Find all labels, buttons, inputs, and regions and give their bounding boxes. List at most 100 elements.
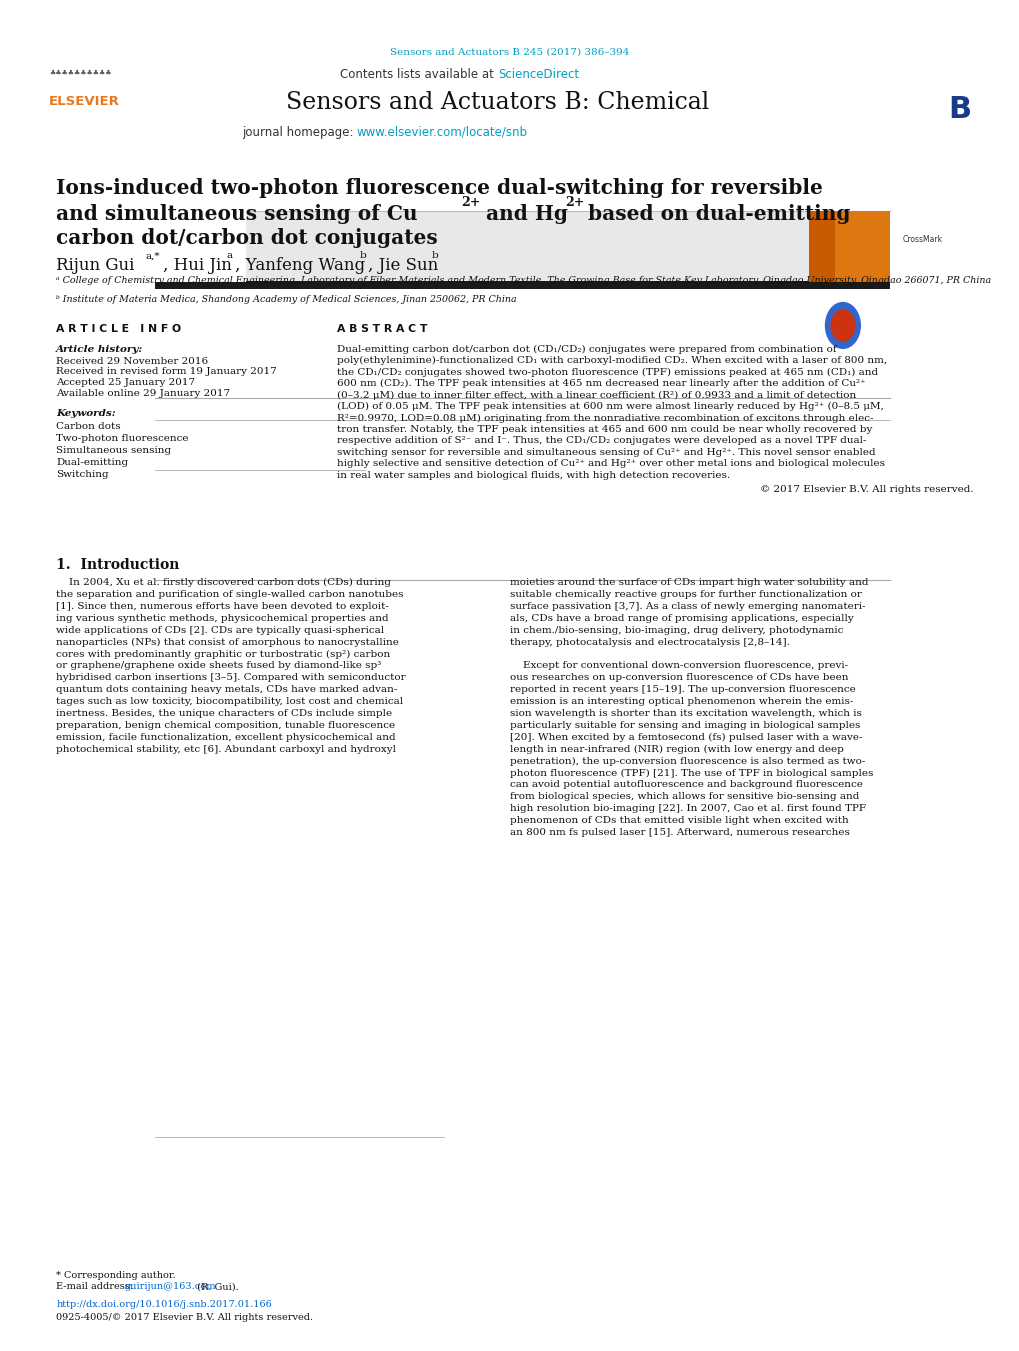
Text: Simultaneous sensing: Simultaneous sensing <box>56 446 171 455</box>
Text: * Corresponding author.: * Corresponding author. <box>56 1271 175 1281</box>
Text: A R T I C L E   I N F O: A R T I C L E I N F O <box>56 324 181 334</box>
Text: photochemical stability, etc [6]. Abundant carboxyl and hydroxyl: photochemical stability, etc [6]. Abunda… <box>56 744 395 754</box>
Text: an 800 nm fs pulsed laser [15]. Afterward, numerous researches: an 800 nm fs pulsed laser [15]. Afterwar… <box>510 828 849 836</box>
Text: highly selective and sensitive detection of Cu²⁺ and Hg²⁺ over other metal ions : highly selective and sensitive detection… <box>336 459 883 469</box>
Text: 2+: 2+ <box>461 196 480 209</box>
Text: ing various synthetic methods, physicochemical properties and: ing various synthetic methods, physicoch… <box>56 613 388 623</box>
Text: wide applications of CDs [2]. CDs are typically quasi-spherical: wide applications of CDs [2]. CDs are ty… <box>56 626 384 635</box>
Text: b: b <box>360 251 367 261</box>
Text: poly(ethylenimine)-functionalized CD₁ with carboxyl-modified CD₂. When excited w: poly(ethylenimine)-functionalized CD₁ wi… <box>336 355 886 365</box>
Text: cores with predominantly graphitic or turbostratic (sp²) carbon: cores with predominantly graphitic or tu… <box>56 650 390 659</box>
Text: in real water samples and biological fluids, with high detection recoveries.: in real water samples and biological flu… <box>336 470 729 480</box>
Text: emission, facile functionalization, excellent physicochemical and: emission, facile functionalization, exce… <box>56 732 395 742</box>
Text: www.elsevier.com/locate/snb: www.elsevier.com/locate/snb <box>357 126 528 139</box>
Text: particularly suitable for sensing and imaging in biological samples: particularly suitable for sensing and im… <box>510 721 860 730</box>
Text: switching sensor for reversible and simultaneous sensing of Cu²⁺ and Hg²⁺. This : switching sensor for reversible and simu… <box>336 447 874 457</box>
Text: penetration), the up-conversion fluorescence is also termed as two-: penetration), the up-conversion fluoresc… <box>510 757 864 766</box>
Text: Sensors and Actuators B 245 (2017) 386–394: Sensors and Actuators B 245 (2017) 386–3… <box>390 47 629 57</box>
Text: in chem./bio-sensing, bio-imaging, drug delivery, photodynamic: in chem./bio-sensing, bio-imaging, drug … <box>510 626 843 635</box>
Bar <box>155 281 890 289</box>
Text: Sensors and Actuators B: Chemical: Sensors and Actuators B: Chemical <box>286 91 708 113</box>
Text: Ions-induced two-photon fluorescence dual-switching for reversible: Ions-induced two-photon fluorescence dua… <box>56 178 822 199</box>
Text: 600 nm (CD₂). The TPF peak intensities at 465 nm decreased near linearly after t: 600 nm (CD₂). The TPF peak intensities a… <box>336 378 864 388</box>
Circle shape <box>824 303 859 349</box>
Text: E-mail address:: E-mail address: <box>56 1282 137 1292</box>
Text: Two-photon fluorescence: Two-photon fluorescence <box>56 434 189 443</box>
Text: Received in revised form 19 January 2017: Received in revised form 19 January 2017 <box>56 367 276 377</box>
Text: length in near-infrared (NIR) region (with low energy and deep: length in near-infrared (NIR) region (wi… <box>510 744 843 754</box>
Text: In 2004, Xu et al. firstly discovered carbon dots (CDs) during: In 2004, Xu et al. firstly discovered ca… <box>56 578 390 588</box>
Text: photon fluorescence (TPF) [21]. The use of TPF in biological samples: photon fluorescence (TPF) [21]. The use … <box>510 769 872 778</box>
Text: from biological species, which allows for sensitive bio-sensing and: from biological species, which allows fo… <box>510 792 859 801</box>
Text: Switching: Switching <box>56 470 109 480</box>
Text: Contents lists available at: Contents lists available at <box>339 68 497 81</box>
Text: 2+: 2+ <box>565 196 584 209</box>
Text: ACTUATORS: ACTUATORS <box>882 84 929 89</box>
Text: can avoid potential autofluorescence and background fluorescence: can avoid potential autofluorescence and… <box>510 781 862 789</box>
Text: (LOD) of 0.05 μM. The TPF peak intensities at 600 nm were almost linearly reduce: (LOD) of 0.05 μM. The TPF peak intensiti… <box>336 401 882 411</box>
Text: ScienceDirect: ScienceDirect <box>497 68 579 81</box>
Text: nanoparticles (NPs) that consist of amorphous to nanocrystalline: nanoparticles (NPs) that consist of amor… <box>56 638 398 647</box>
Text: (0–3.2 μM) due to inner filter effect, with a linear coefficient (R²) of 0.9933 : (0–3.2 μM) due to inner filter effect, w… <box>336 390 855 400</box>
Text: ♣♣♣♣♣♣♣♣♣♣: ♣♣♣♣♣♣♣♣♣♣ <box>49 70 111 76</box>
Text: Accepted 25 January 2017: Accepted 25 January 2017 <box>56 378 195 388</box>
Text: A B S T R A C T: A B S T R A C T <box>336 324 427 334</box>
Text: Carbon dots: Carbon dots <box>56 422 120 431</box>
Text: Dual-emitting: Dual-emitting <box>56 458 128 467</box>
Text: 0925-4005/© 2017 Elsevier B.V. All rights reserved.: 0925-4005/© 2017 Elsevier B.V. All right… <box>56 1313 313 1323</box>
Text: guirijun@163.com: guirijun@163.com <box>124 1282 216 1292</box>
Circle shape <box>830 309 854 340</box>
Text: , Jie Sun: , Jie Sun <box>368 257 438 274</box>
Text: ᵃ College of Chemistry and Chemical Engineering, Laboratory of Fiber Materials a: ᵃ College of Chemistry and Chemical Engi… <box>56 276 990 285</box>
Text: , Yanfeng Wang: , Yanfeng Wang <box>234 257 365 274</box>
Text: suitable chemically reactive groups for further functionalization or: suitable chemically reactive groups for … <box>510 590 861 598</box>
Bar <box>835 211 890 282</box>
Text: respective addition of S²⁻ and I⁻. Thus, the CD₁/CD₂ conjugates were developed a: respective addition of S²⁻ and I⁻. Thus,… <box>336 436 865 446</box>
Text: emission is an interesting optical phenomenon wherein the emis-: emission is an interesting optical pheno… <box>510 697 853 707</box>
Text: http://dx.doi.org/10.1016/j.snb.2017.01.166: http://dx.doi.org/10.1016/j.snb.2017.01.… <box>56 1300 272 1309</box>
Text: R²=0.9970, LOD=0.08 μM) originating from the nonradiative recombination of excit: R²=0.9970, LOD=0.08 μM) originating from… <box>336 413 872 423</box>
Text: and Hg: and Hg <box>479 204 568 224</box>
Text: therapy, photocatalysis and electrocatalysis [2,8–14].: therapy, photocatalysis and electrocatal… <box>510 638 789 647</box>
Bar <box>808 211 890 282</box>
Text: © 2017 Elsevier B.V. All rights reserved.: © 2017 Elsevier B.V. All rights reserved… <box>760 485 973 494</box>
Text: ᵇ Institute of Materia Medica, Shandong Academy of Medical Sciences, Jinan 25006: ᵇ Institute of Materia Medica, Shandong … <box>56 295 517 304</box>
Bar <box>155 211 890 282</box>
Text: CrossMark: CrossMark <box>902 235 943 245</box>
Text: quantum dots containing heavy metals, CDs have marked advan-: quantum dots containing heavy metals, CD… <box>56 685 397 694</box>
Text: Keywords:: Keywords: <box>56 409 115 419</box>
Text: and simultaneous sensing of Cu: and simultaneous sensing of Cu <box>56 204 418 224</box>
Text: tages such as low toxicity, biocompatibility, lost cost and chemical: tages such as low toxicity, biocompatibi… <box>56 697 403 707</box>
Text: moieties around the surface of CDs impart high water solubility and: moieties around the surface of CDs impar… <box>510 578 867 588</box>
Bar <box>155 211 246 282</box>
Text: based on dual-emitting: based on dual-emitting <box>581 204 850 224</box>
Text: sion wavelength is shorter than its excitation wavelength, which is: sion wavelength is shorter than its exci… <box>510 709 861 717</box>
Text: Received 29 November 2016: Received 29 November 2016 <box>56 357 208 366</box>
Text: als, CDs have a broad range of promising applications, especially: als, CDs have a broad range of promising… <box>510 613 853 623</box>
Text: b: b <box>431 251 438 261</box>
Text: [1]. Since then, numerous efforts have been devoted to exploit-: [1]. Since then, numerous efforts have b… <box>56 603 388 611</box>
Text: inertness. Besides, the unique characters of CDs include simple: inertness. Besides, the unique character… <box>56 709 392 717</box>
Text: Dual-emitting carbon dot/carbon dot (CD₁/CD₂) conjugates were prepared from comb: Dual-emitting carbon dot/carbon dot (CD₁… <box>336 345 836 354</box>
Text: carbon dot/carbon dot conjugates: carbon dot/carbon dot conjugates <box>56 228 437 249</box>
Text: B: B <box>948 95 971 123</box>
Text: (R. Gui).: (R. Gui). <box>194 1282 238 1292</box>
Text: journal homepage:: journal homepage: <box>242 126 357 139</box>
Text: , Hui Jin: , Hui Jin <box>163 257 232 274</box>
Text: a: a <box>226 251 232 261</box>
Text: 1.  Introduction: 1. Introduction <box>56 558 179 571</box>
Text: surface passivation [3,7]. As a class of newly emerging nanomateri-: surface passivation [3,7]. As a class of… <box>510 603 865 611</box>
Text: Available online 29 January 2017: Available online 29 January 2017 <box>56 389 230 399</box>
Text: reported in recent years [15–19]. The up-conversion fluorescence: reported in recent years [15–19]. The up… <box>510 685 855 694</box>
Text: preparation, benign chemical composition, tunable fluorescence: preparation, benign chemical composition… <box>56 721 394 730</box>
Text: or graphene/graphene oxide sheets fused by diamond-like sp³: or graphene/graphene oxide sheets fused … <box>56 662 381 670</box>
Text: high resolution bio-imaging [22]. In 2007, Cao et al. first found TPF: high resolution bio-imaging [22]. In 200… <box>510 804 865 813</box>
Text: a,*: a,* <box>146 251 160 261</box>
Text: Article history:: Article history: <box>56 345 144 354</box>
Text: the CD₁/CD₂ conjugates showed two-photon fluorescence (TPF) emissions peaked at : the CD₁/CD₂ conjugates showed two-photon… <box>336 367 877 377</box>
Text: SENSORS and: SENSORS and <box>882 73 936 78</box>
Text: [20]. When excited by a femtosecond (fs) pulsed laser with a wave-: [20]. When excited by a femtosecond (fs)… <box>510 732 862 742</box>
Text: ous researches on up-conversion fluorescence of CDs have been: ous researches on up-conversion fluoresc… <box>510 673 848 682</box>
Text: hybridised carbon insertions [3–5]. Compared with semiconductor: hybridised carbon insertions [3–5]. Comp… <box>56 673 406 682</box>
Text: tron transfer. Notably, the TPF peak intensities at 465 and 600 nm could be near: tron transfer. Notably, the TPF peak int… <box>336 424 871 434</box>
